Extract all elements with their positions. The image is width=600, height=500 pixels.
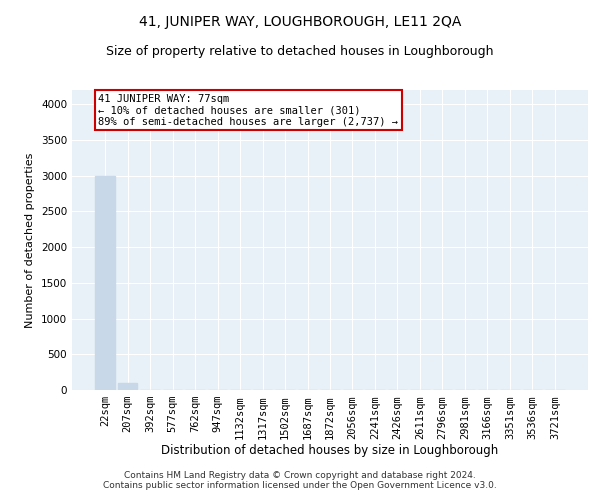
Text: 41 JUNIPER WAY: 77sqm
← 10% of detached houses are smaller (301)
89% of semi-det: 41 JUNIPER WAY: 77sqm ← 10% of detached …	[98, 94, 398, 127]
Y-axis label: Number of detached properties: Number of detached properties	[25, 152, 35, 328]
Bar	[118, 383, 137, 390]
Text: Size of property relative to detached houses in Loughborough: Size of property relative to detached ho…	[106, 45, 494, 58]
Text: 41, JUNIPER WAY, LOUGHBOROUGH, LE11 2QA: 41, JUNIPER WAY, LOUGHBOROUGH, LE11 2QA	[139, 15, 461, 29]
X-axis label: Distribution of detached houses by size in Loughborough: Distribution of detached houses by size …	[161, 444, 499, 457]
Text: Contains HM Land Registry data © Crown copyright and database right 2024.
Contai: Contains HM Land Registry data © Crown c…	[103, 470, 497, 490]
Bar	[95, 176, 115, 390]
